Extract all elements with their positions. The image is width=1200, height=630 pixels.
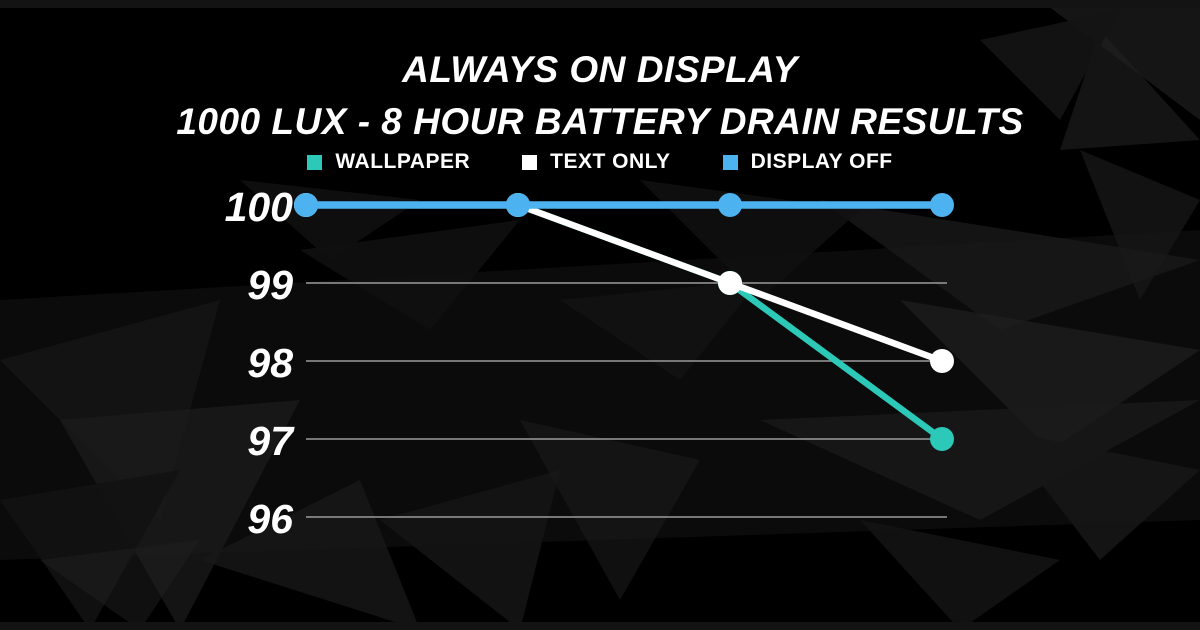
legend-label: WALLPAPER: [335, 150, 471, 173]
bottom-border-bar: [0, 622, 1200, 630]
data-point-display-off-0: [294, 193, 318, 217]
chart-subtitle: 1000 LUX - 8 HOUR BATTERY DRAIN RESULTS: [176, 101, 1024, 142]
data-point-wallpaper-3: [930, 427, 954, 451]
legend-swatch-icon: [522, 154, 538, 170]
data-point-text-only-3: [930, 349, 954, 373]
legend-item-text-only: TEXT ONLY: [522, 150, 670, 174]
legend-swatch-icon: [307, 154, 323, 170]
y-tick-label-98: 98: [247, 340, 293, 386]
data-point-text-only-2: [718, 271, 742, 295]
top-border-bar: [0, 0, 1200, 8]
legend-label: TEXT ONLY: [550, 150, 671, 173]
legend-swatch-icon: [722, 154, 738, 170]
legend-item-display-off: DISPLAY OFF: [722, 150, 893, 174]
data-point-display-off-1: [506, 193, 530, 217]
y-tick-label-99: 99: [247, 262, 293, 308]
series-line-wallpaper: [302, 201, 946, 443]
legend-item-wallpaper: WALLPAPER: [307, 150, 470, 174]
legend-label: DISPLAY OFF: [750, 150, 893, 173]
y-tick-label-100: 100: [225, 184, 294, 230]
chart-header: ALWAYS ON DISPLAY 1000 LUX - 8 HOUR BATT…: [0, 44, 1200, 148]
y-tick-label-96: 96: [247, 496, 294, 542]
legend: WALLPAPER TEXT ONLY DISPLAY OFF: [0, 150, 1200, 174]
data-point-display-off-2: [718, 193, 742, 217]
y-tick-label-97: 97: [247, 418, 295, 464]
data-point-display-off-3: [930, 193, 954, 217]
chart-title: ALWAYS ON DISPLAY: [402, 49, 798, 90]
